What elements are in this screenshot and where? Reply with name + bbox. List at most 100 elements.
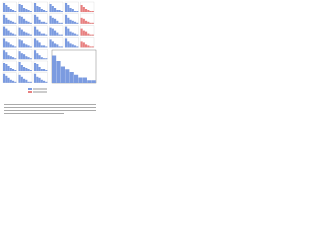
panel xyxy=(64,1,79,13)
bar xyxy=(51,6,54,12)
bar xyxy=(27,81,30,83)
bar xyxy=(45,11,48,12)
bar xyxy=(27,57,30,60)
bar xyxy=(91,46,94,48)
bar xyxy=(87,33,90,36)
bar xyxy=(65,38,68,48)
bar xyxy=(45,22,48,24)
bar xyxy=(36,40,39,48)
bar xyxy=(85,20,88,24)
figure xyxy=(0,0,100,120)
bar xyxy=(85,31,88,36)
bar xyxy=(54,30,57,36)
bar xyxy=(58,22,61,24)
panel xyxy=(18,1,33,13)
bar xyxy=(27,33,30,36)
bar xyxy=(91,34,94,36)
bar xyxy=(38,77,41,83)
bar xyxy=(49,15,52,24)
panel xyxy=(64,37,79,48)
bar xyxy=(23,8,26,12)
bar xyxy=(38,31,41,36)
bar xyxy=(43,80,46,83)
panel xyxy=(18,37,33,48)
bar xyxy=(29,58,32,60)
bar xyxy=(34,73,37,83)
bar xyxy=(43,10,46,12)
bar xyxy=(54,43,57,48)
bar xyxy=(54,8,57,12)
bar xyxy=(80,17,83,24)
bar xyxy=(69,19,72,24)
bar xyxy=(65,14,68,24)
bar xyxy=(91,22,94,24)
bar xyxy=(14,11,17,12)
bar xyxy=(27,45,30,48)
panel xyxy=(33,1,48,13)
panel xyxy=(33,49,48,60)
panel xyxy=(2,25,17,36)
bar xyxy=(14,70,17,71)
panel xyxy=(64,25,79,36)
bar xyxy=(29,11,32,12)
bar xyxy=(29,81,32,83)
bar xyxy=(34,3,37,12)
bar xyxy=(60,22,63,24)
bar xyxy=(36,6,39,12)
bar xyxy=(40,33,43,36)
bar xyxy=(74,11,77,12)
panel xyxy=(33,72,48,83)
bar xyxy=(51,41,54,48)
bar xyxy=(7,42,10,48)
bar xyxy=(20,29,23,36)
panel xyxy=(49,1,64,13)
panel xyxy=(49,13,64,24)
legend-text xyxy=(33,88,47,90)
bar xyxy=(9,32,12,36)
bar xyxy=(5,52,8,60)
panel xyxy=(80,13,95,24)
bar xyxy=(23,78,26,83)
bar xyxy=(25,56,28,60)
bar xyxy=(5,28,8,36)
bar xyxy=(20,53,23,60)
bar xyxy=(9,79,12,83)
bar xyxy=(7,77,10,83)
bar xyxy=(40,79,43,83)
panel xyxy=(2,1,17,13)
bar xyxy=(29,22,32,24)
panel xyxy=(33,37,48,48)
bar xyxy=(69,31,72,36)
bar xyxy=(14,46,17,48)
panel xyxy=(2,60,17,72)
bar xyxy=(9,56,12,60)
bar xyxy=(43,21,46,24)
bar xyxy=(71,44,74,48)
bar xyxy=(76,46,79,48)
bar xyxy=(38,67,41,71)
bar xyxy=(87,80,92,83)
bar xyxy=(43,58,46,60)
bar xyxy=(69,72,74,83)
panel xyxy=(2,37,17,48)
bar xyxy=(12,69,15,71)
panel xyxy=(33,60,48,72)
bar xyxy=(74,21,77,24)
legend-swatch xyxy=(28,88,32,90)
bar xyxy=(49,27,52,36)
caption-line xyxy=(4,104,96,105)
panel xyxy=(49,25,64,36)
bar xyxy=(7,55,10,60)
bar xyxy=(36,29,39,36)
panel xyxy=(80,1,95,13)
bar xyxy=(82,77,87,83)
caption xyxy=(4,104,96,114)
bar xyxy=(3,38,6,48)
bar xyxy=(25,68,28,71)
bar xyxy=(9,68,12,71)
bar xyxy=(27,21,30,24)
bar xyxy=(56,20,59,24)
bar xyxy=(45,34,48,36)
panel xyxy=(80,37,95,48)
bar xyxy=(34,26,37,36)
